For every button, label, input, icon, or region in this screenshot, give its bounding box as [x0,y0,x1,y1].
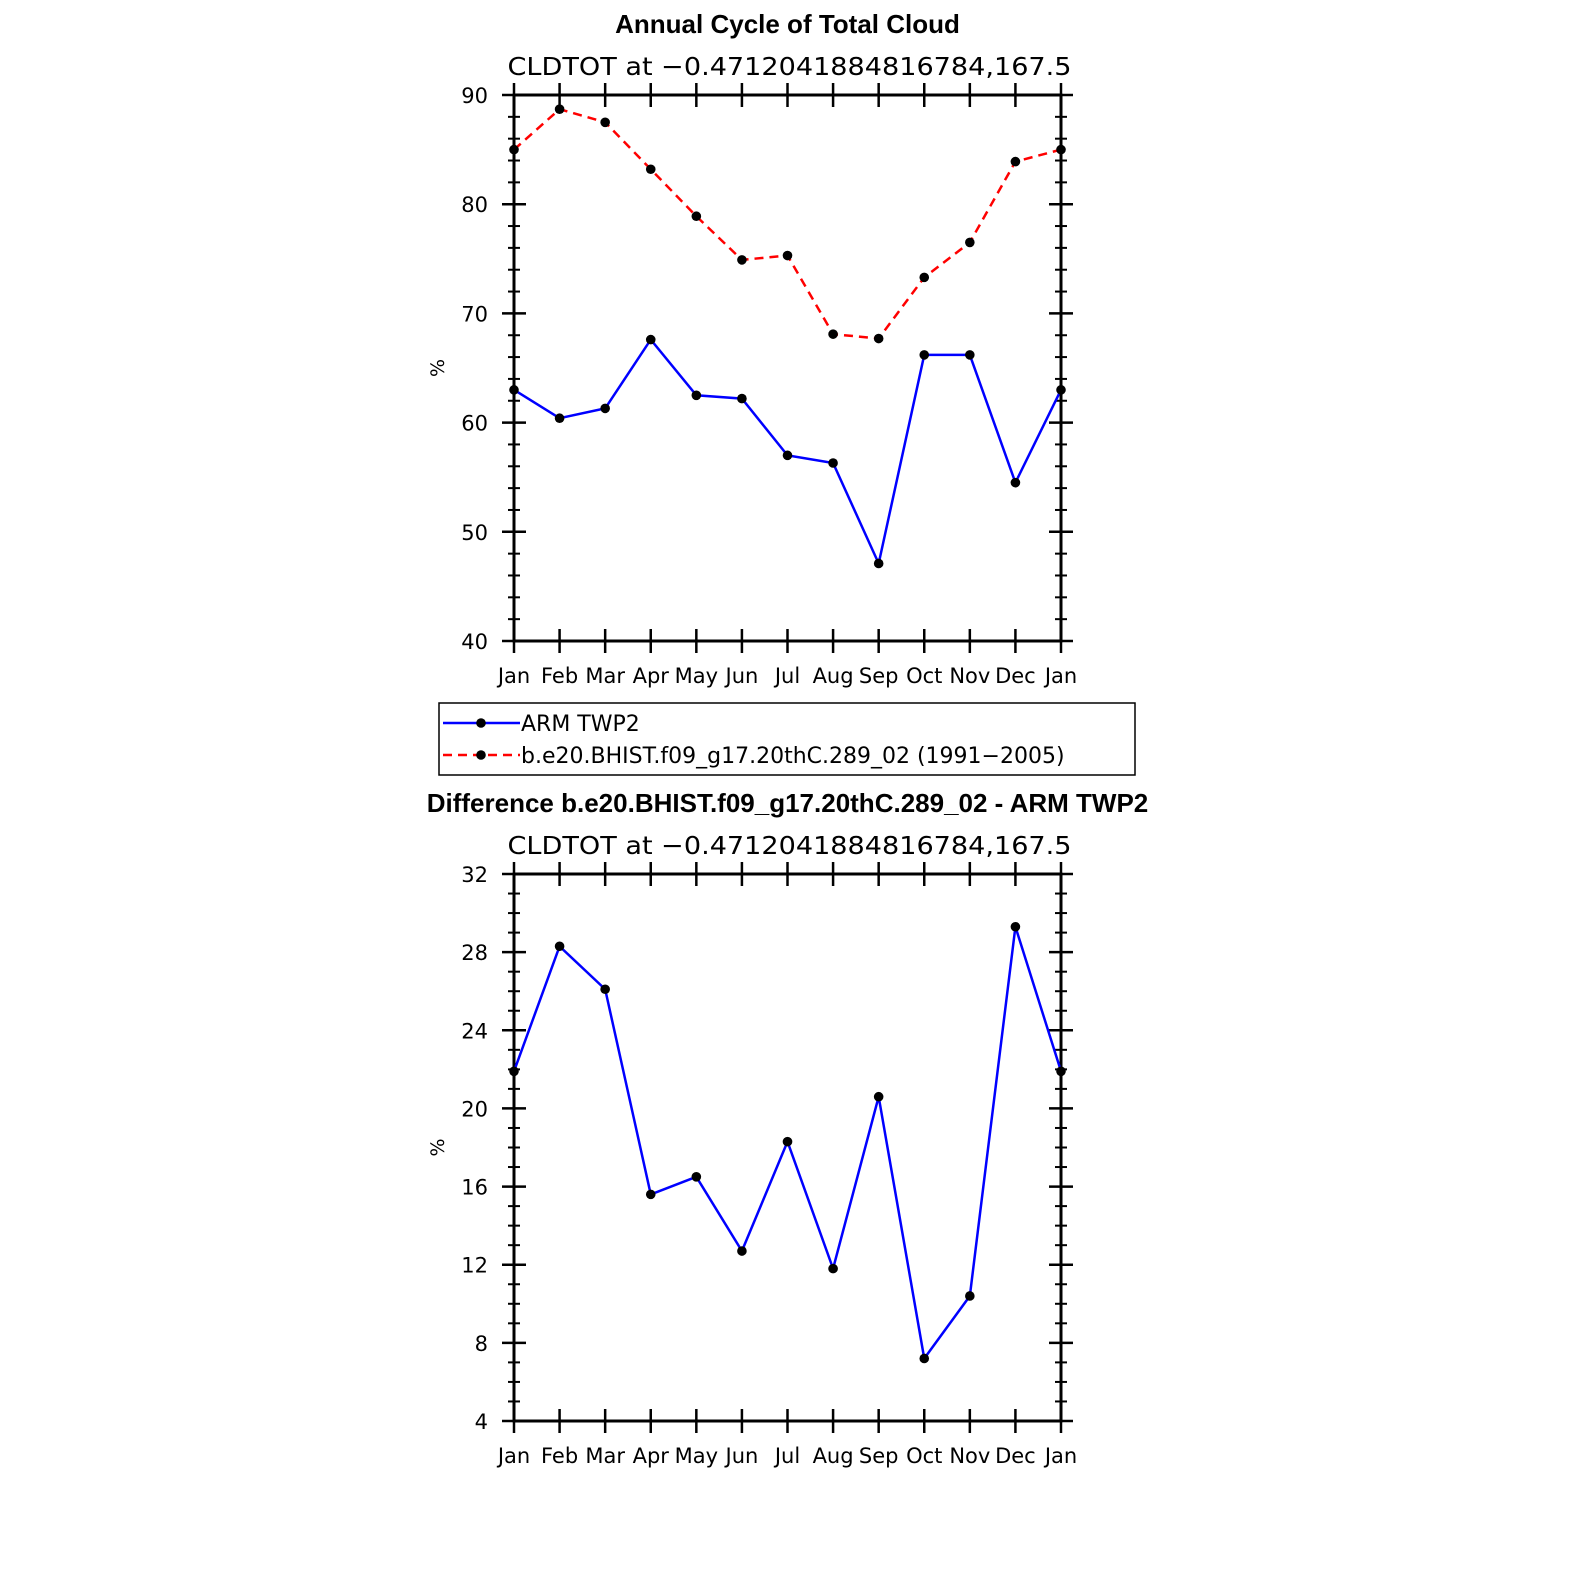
data-point [965,1291,975,1301]
data-point [782,450,793,461]
legend: ARM TWP2 b.e20.BHIST.f09_g17.20thC.289_02… [438,702,1136,776]
x-tick-label: Oct [906,1444,942,1468]
data-point [645,164,656,175]
y-tick-label: 70 [461,302,488,326]
data-point [645,1189,656,1200]
y-tick-label: 90 [461,84,488,108]
data-point [873,558,884,569]
x-tick-label: Mar [585,664,625,688]
data-point [919,272,930,283]
data-point [509,385,519,395]
chart-subtitle: CLDTOT at −0.4712041884816784,167.5 [508,52,1072,81]
x-tick-label: Jan [1043,664,1077,688]
x-tick-label: May [675,1444,718,1468]
data-point [873,333,884,344]
x-tick-label: Apr [633,664,670,688]
x-tick-label: Jan [1043,1444,1077,1468]
x-tick-label: Dec [995,664,1036,688]
y-tick-label: 16 [461,1176,488,1200]
y-tick-label: 32 [461,863,488,887]
x-tick-label: Aug [813,664,854,688]
x-tick-label: May [675,664,718,688]
data-point [965,350,975,360]
y-tick-label: 8 [475,1332,488,1356]
x-tick-label: Mar [585,1444,625,1468]
x-tick-label: Sep [859,664,899,688]
data-point [600,403,610,414]
legend-label: ARM TWP2 [521,712,640,737]
x-tick-label: Dec [995,1444,1036,1468]
series-line-2 [513,107,1062,340]
x-tick-label: Jun [724,1444,759,1468]
data-point [691,211,702,222]
x-tick-label: Jan [496,664,530,688]
y-tick-label: 60 [461,412,488,436]
data-point [600,984,610,995]
data-point [509,144,519,155]
data-point [782,250,793,261]
chart-title: Difference b.e20.BHIST.f09_g17.20thC.289… [427,788,1149,818]
y-tick-label: 50 [461,521,488,545]
data-point [1010,477,1021,488]
y-tick-label: 28 [461,941,488,965]
data-point [554,941,565,952]
x-tick-label: Nov [949,1444,990,1468]
legend-box [438,702,1136,776]
x-tick-label: Nov [949,664,990,688]
x-tick-label: Jul [773,664,800,688]
chart-title: Annual Cycle of Total Cloud [615,9,960,39]
y-tick-label: 40 [461,630,488,654]
data-point [645,334,656,345]
data-point [965,237,975,248]
data-point [1010,921,1021,932]
x-tick-label: Oct [906,664,942,688]
data-point [1056,1066,1066,1077]
x-tick-label: Sep [859,1444,899,1468]
data-point [873,1091,884,1102]
plot-frame [512,93,1063,643]
legend-marker [476,718,486,728]
data-point [828,458,838,468]
data-point [919,1353,930,1364]
chart-1: Annual Cycle of Total Cloud CLDTOT at −0.… [427,9,1136,776]
legend-label: b.e20.BHIST.f09_g17.20thC.289_02 (1991−2… [521,744,1065,769]
data-point [691,1172,702,1182]
y-tick-label: 20 [461,1097,488,1121]
data-point [691,390,702,401]
data-point [828,329,838,339]
plot-frame [512,872,1063,1423]
data-point [1056,144,1066,155]
y-axis-label: % [427,359,449,377]
data-point [737,1246,747,1256]
data-point [737,393,747,404]
data-point [828,1263,838,1274]
data-point [782,1136,793,1147]
legend-marker [476,750,486,760]
x-tick-label: Aug [813,1444,854,1468]
x-tick-label: Feb [541,1444,578,1468]
data-point [919,350,930,360]
y-tick-label: 80 [461,193,488,217]
y-tick-label: 24 [461,1019,488,1043]
y-tick-label: 12 [461,1254,488,1278]
x-tick-label: Feb [541,664,578,688]
y-axis-label: % [427,1138,449,1156]
data-point [600,117,610,128]
x-tick-label: Apr [633,1444,670,1468]
x-tick-label: Jul [773,1444,800,1468]
data-point [737,255,747,265]
x-tick-label: Jan [496,1444,530,1468]
chart-2: Difference b.e20.BHIST.f09_g17.20thC.289… [427,788,1149,1468]
chart-subtitle: CLDTOT at −0.4712041884816784,167.5 [508,831,1072,860]
y-tick-label: 4 [475,1410,488,1434]
data-point [554,413,565,424]
x-tick-label: Jun [724,664,759,688]
data-point [554,104,565,114]
data-point [509,1066,519,1077]
data-point [1056,385,1066,395]
data-point [1010,156,1021,167]
